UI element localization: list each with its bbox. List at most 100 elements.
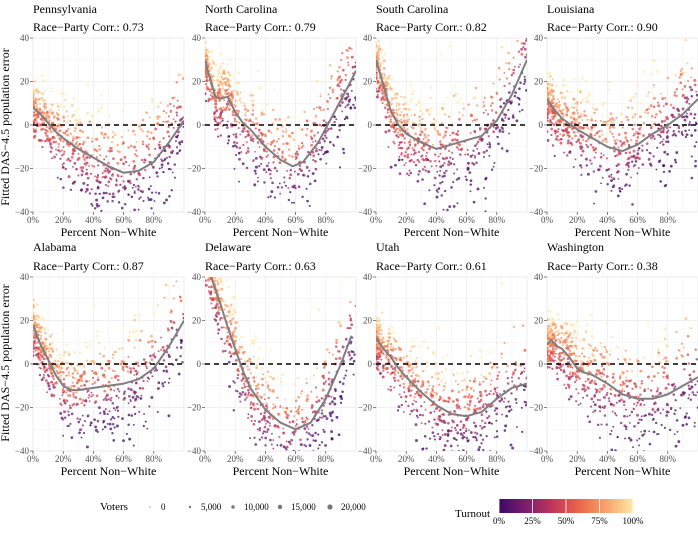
data-point <box>96 173 100 177</box>
data-point <box>653 137 656 140</box>
data-point <box>424 135 427 139</box>
data-point <box>683 118 687 122</box>
data-point <box>508 132 511 135</box>
data-point <box>429 86 433 89</box>
data-point <box>433 184 436 187</box>
data-point <box>312 107 316 111</box>
data-point <box>393 125 396 129</box>
data-point <box>297 147 301 150</box>
data-point <box>249 136 253 139</box>
data-point <box>49 103 52 106</box>
data-point <box>171 171 174 174</box>
data-point <box>627 143 631 147</box>
data-point <box>475 432 479 435</box>
data-point <box>108 422 112 426</box>
data-point <box>67 393 71 397</box>
data-point <box>665 183 668 186</box>
data-point <box>63 162 65 165</box>
data-point <box>500 45 504 49</box>
data-point <box>321 388 325 392</box>
data-point <box>313 134 316 137</box>
data-point <box>283 410 287 414</box>
data-point <box>463 378 467 381</box>
data-point <box>67 144 71 147</box>
data-point <box>277 412 281 416</box>
data-point <box>243 360 247 364</box>
data-point <box>435 195 439 199</box>
data-point <box>127 387 130 390</box>
data-point <box>205 73 208 76</box>
data-point <box>511 446 515 450</box>
data-point <box>135 217 138 220</box>
y-tick-label: −40 <box>358 207 373 217</box>
data-point <box>649 164 653 167</box>
data-point <box>280 186 284 189</box>
data-point <box>85 359 89 362</box>
data-point <box>263 181 266 184</box>
data-point <box>437 372 440 375</box>
data-point <box>137 184 140 187</box>
data-point <box>282 456 285 459</box>
data-point <box>567 139 570 143</box>
data-point <box>255 376 258 379</box>
data-point <box>235 109 238 112</box>
data-point <box>166 104 170 108</box>
data-point <box>409 138 412 141</box>
data-point <box>113 195 116 199</box>
data-point <box>331 400 334 404</box>
data-point <box>240 379 243 382</box>
data-point <box>147 196 150 199</box>
data-point <box>134 164 137 167</box>
data-point <box>33 130 35 133</box>
data-point <box>433 438 436 441</box>
data-point <box>58 150 62 153</box>
data-point <box>421 178 424 181</box>
data-point <box>694 159 697 163</box>
data-point <box>432 117 436 121</box>
data-point <box>662 105 665 107</box>
data-point <box>217 84 220 87</box>
data-point <box>314 439 317 443</box>
data-point <box>48 126 52 130</box>
data-point <box>666 140 670 143</box>
data-point <box>215 299 219 302</box>
data-point <box>693 113 697 116</box>
data-point <box>674 161 678 164</box>
x-tick-label: 80% <box>489 215 506 225</box>
data-point <box>384 84 388 88</box>
data-point <box>224 108 228 112</box>
data-point <box>469 132 472 135</box>
data-point <box>120 359 124 363</box>
data-point <box>219 111 223 115</box>
data-point <box>473 118 477 122</box>
data-point <box>347 95 350 98</box>
panel-corr-label: Race−Party Corr.: 0.90 <box>547 20 658 34</box>
data-point <box>442 385 446 388</box>
data-point <box>254 117 258 120</box>
data-point <box>636 84 639 87</box>
data-point <box>411 97 414 100</box>
data-point <box>111 130 115 134</box>
data-point <box>279 380 283 384</box>
data-point <box>143 413 145 415</box>
data-point <box>403 164 406 167</box>
data-point <box>327 93 330 96</box>
data-point <box>523 21 525 23</box>
data-point <box>293 170 296 173</box>
data-point <box>232 409 236 412</box>
data-point <box>67 351 70 354</box>
data-point <box>182 316 184 320</box>
data-point <box>86 183 89 187</box>
data-point <box>331 410 334 414</box>
data-point <box>594 108 597 111</box>
data-point <box>585 164 589 167</box>
data-point <box>95 175 99 179</box>
data-point <box>61 163 64 166</box>
data-point <box>377 86 381 90</box>
data-point <box>407 371 410 374</box>
data-point <box>557 139 560 142</box>
data-point <box>387 358 390 361</box>
data-point <box>346 56 349 59</box>
data-point <box>68 371 70 374</box>
